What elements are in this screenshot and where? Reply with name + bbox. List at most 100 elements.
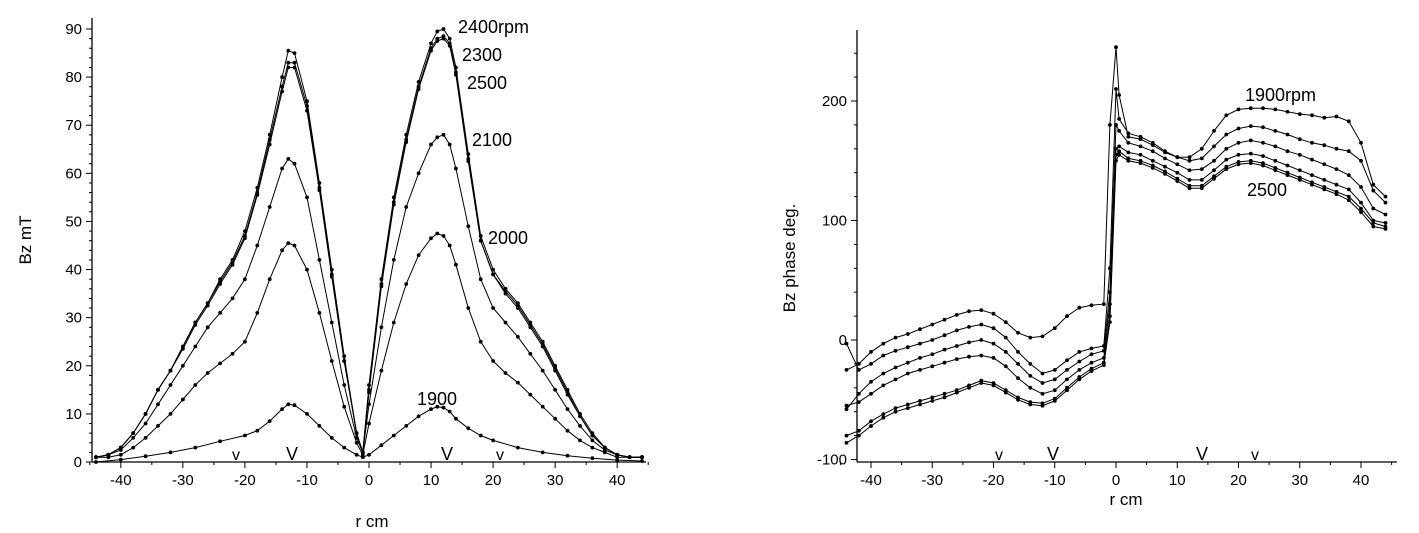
right-series-5-point bbox=[942, 395, 947, 400]
left-series-3-point bbox=[565, 407, 570, 411]
marker-V-right-inner: V bbox=[441, 444, 453, 464]
right-series-3-point bbox=[869, 391, 873, 396]
left-series-5-point bbox=[118, 457, 123, 462]
annotation-1900rpm: 1900rpm bbox=[1245, 85, 1316, 105]
left-series-2-point bbox=[168, 368, 173, 373]
right-series-0-point bbox=[881, 341, 886, 346]
right-series-2-point bbox=[1187, 168, 1192, 173]
left-series-2-point bbox=[590, 433, 595, 438]
right-series-1-point bbox=[1371, 188, 1376, 193]
right-series-1-point bbox=[1359, 158, 1363, 163]
left-series-5-point bbox=[267, 419, 272, 423]
right-series-0-point bbox=[954, 313, 959, 317]
right-series-5-point bbox=[1003, 390, 1008, 395]
left-series-4-point bbox=[255, 311, 260, 315]
left-series-4-point bbox=[435, 231, 440, 236]
left-series-5-point bbox=[429, 407, 433, 411]
right-series-1-point bbox=[1077, 350, 1082, 354]
right-series-1-point bbox=[1199, 156, 1204, 161]
right-series-3-point bbox=[1187, 178, 1192, 182]
left-series-2-point bbox=[243, 236, 247, 241]
right-series-2-point bbox=[991, 341, 996, 346]
right-series-line-4 bbox=[846, 150, 1386, 437]
right-series-0-point bbox=[1285, 109, 1290, 114]
right-series-0-point bbox=[1334, 114, 1339, 119]
right-series-2-point bbox=[1040, 381, 1045, 385]
left-series-3-point bbox=[578, 424, 582, 428]
left-series-4-point bbox=[329, 359, 334, 363]
right-series-1-point bbox=[1175, 155, 1180, 160]
left-series-4-point bbox=[267, 277, 272, 282]
right-series-1-point bbox=[1261, 125, 1265, 130]
left-series-4-point bbox=[602, 450, 607, 455]
right-series-5-point bbox=[893, 409, 898, 414]
right-series-1-point bbox=[905, 345, 910, 350]
right-x-tick-label: 40 bbox=[1353, 472, 1370, 489]
right-series-2-point bbox=[1224, 146, 1229, 151]
right-series-1-point bbox=[1383, 200, 1388, 205]
right-series-3-point bbox=[967, 354, 971, 359]
left-series-2-point bbox=[131, 431, 136, 435]
left-series-2-point bbox=[286, 65, 291, 70]
right-series-1-point bbox=[991, 326, 996, 330]
left-series-3-point bbox=[280, 166, 284, 171]
left-series-2-point bbox=[565, 392, 570, 397]
right-series-2-point bbox=[1371, 206, 1376, 211]
left-series-1-point bbox=[286, 60, 291, 65]
right-series-5-point bbox=[1322, 187, 1327, 192]
right-series-5-point bbox=[1040, 403, 1045, 408]
right-x-tick-label: 0 bbox=[1112, 472, 1120, 489]
annotation-2000: 2000 bbox=[488, 228, 528, 248]
right-series-3-point bbox=[1126, 150, 1131, 155]
right-series-4-point bbox=[1359, 206, 1363, 211]
left-series-4-point bbox=[230, 351, 235, 356]
left-series-2-point bbox=[391, 202, 396, 207]
right-series-5-point bbox=[991, 383, 996, 388]
right-series-1-point bbox=[1273, 129, 1278, 133]
left-series-0-point bbox=[435, 29, 440, 34]
right-series-1-point bbox=[1150, 140, 1155, 145]
left-series-3-point bbox=[193, 344, 198, 349]
left-series-4-point bbox=[590, 445, 595, 450]
right-series-5-point bbox=[905, 406, 910, 410]
right-series-3-point bbox=[991, 356, 996, 360]
right-series-5-point bbox=[1261, 163, 1265, 168]
right-series-3-point bbox=[1383, 221, 1388, 225]
right-series-1-point bbox=[1117, 117, 1121, 121]
left-series-4-point bbox=[640, 455, 644, 460]
marker-V-left-inner: V bbox=[286, 444, 298, 464]
left-series-3-point bbox=[478, 277, 483, 282]
right-series-4-point bbox=[1371, 221, 1376, 225]
left-series-4-point bbox=[286, 241, 291, 246]
right-series-0-point bbox=[918, 327, 922, 332]
right-series-0-point bbox=[930, 322, 935, 327]
right-series-3-point bbox=[1175, 170, 1180, 175]
right-series-5-point bbox=[1126, 158, 1131, 163]
right-series-0-point bbox=[1114, 45, 1118, 50]
right-series-2-point bbox=[869, 379, 873, 384]
right-series-3-point bbox=[954, 357, 959, 361]
left-y-tick-label: 80 bbox=[65, 69, 82, 86]
right-series-1-point bbox=[1334, 146, 1339, 151]
left-series-5-point bbox=[360, 455, 365, 460]
right-series-3-point bbox=[1346, 187, 1351, 192]
left-series-5-point bbox=[193, 445, 198, 450]
left-series-3-point bbox=[342, 383, 347, 387]
left-series-2-point bbox=[305, 108, 309, 113]
left-series-3-point bbox=[317, 258, 322, 262]
left-y-tick-label: 90 bbox=[65, 21, 82, 38]
right-series-3-point bbox=[1199, 178, 1204, 182]
right-series-5-point bbox=[1114, 158, 1118, 163]
left-series-2-point bbox=[516, 306, 520, 310]
right-series-5-point bbox=[1077, 377, 1082, 382]
right-series-1-point bbox=[1114, 87, 1118, 91]
left-series-5-point bbox=[478, 433, 483, 438]
left-series-3-point bbox=[528, 351, 533, 356]
right-series-2-point bbox=[1138, 144, 1143, 149]
right-series-3-point bbox=[930, 364, 935, 369]
left-series-4-point bbox=[106, 455, 111, 460]
left-series-2-point bbox=[329, 274, 334, 279]
left-series-3-point bbox=[218, 311, 223, 315]
right-series-1-point bbox=[954, 328, 959, 333]
right-series-1-point bbox=[1126, 131, 1131, 136]
